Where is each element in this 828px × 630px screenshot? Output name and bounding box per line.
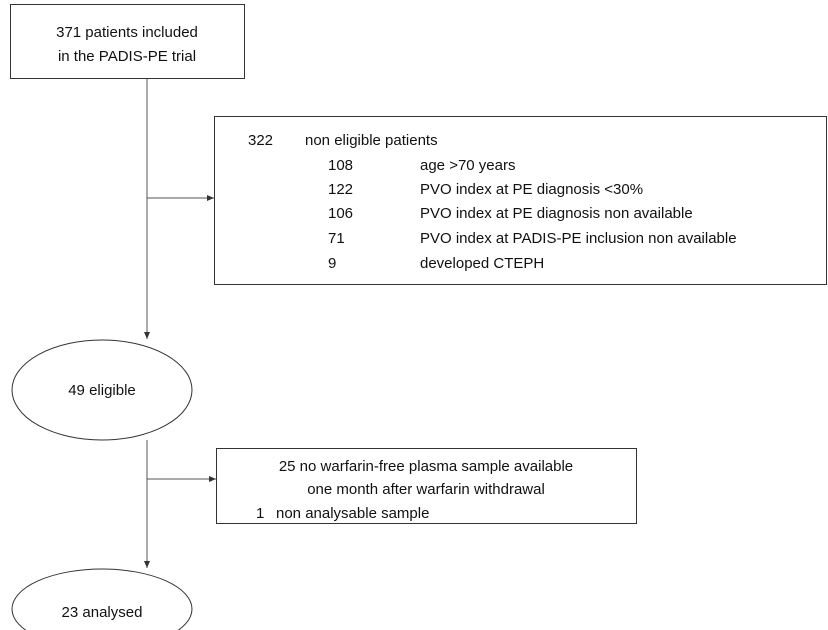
ellipse — [11, 568, 193, 630]
label: developed CTEPH — [420, 255, 544, 272]
ellipse — [11, 339, 193, 441]
label: one month after warfarin withdrawal — [307, 481, 545, 498]
label: PVO index at PE diagnosis <30% — [420, 181, 643, 198]
box — [216, 448, 637, 524]
count: 1 — [256, 505, 264, 522]
label: age >70 years — [420, 157, 516, 174]
box — [214, 116, 827, 285]
count: 108 — [328, 157, 353, 174]
count: 322 — [248, 132, 273, 149]
label: non analysable sample — [276, 505, 429, 522]
label: 25 no warfarin-free plasma sample availa… — [279, 458, 573, 475]
label: PVO index at PE diagnosis non available — [420, 205, 693, 222]
node-text: 49 eligible — [68, 382, 136, 399]
count: 106 — [328, 205, 353, 222]
label: non eligible patients — [305, 132, 438, 149]
box — [10, 4, 245, 79]
node-text: in the PADIS-PE trial — [58, 48, 196, 65]
node-text: 371 patients included — [56, 24, 198, 41]
node-text: 23 analysed — [62, 604, 143, 621]
count: 71 — [328, 230, 345, 247]
count: 122 — [328, 181, 353, 198]
label: PVO index at PADIS-PE inclusion non avai… — [420, 230, 737, 247]
count: 9 — [328, 255, 336, 272]
